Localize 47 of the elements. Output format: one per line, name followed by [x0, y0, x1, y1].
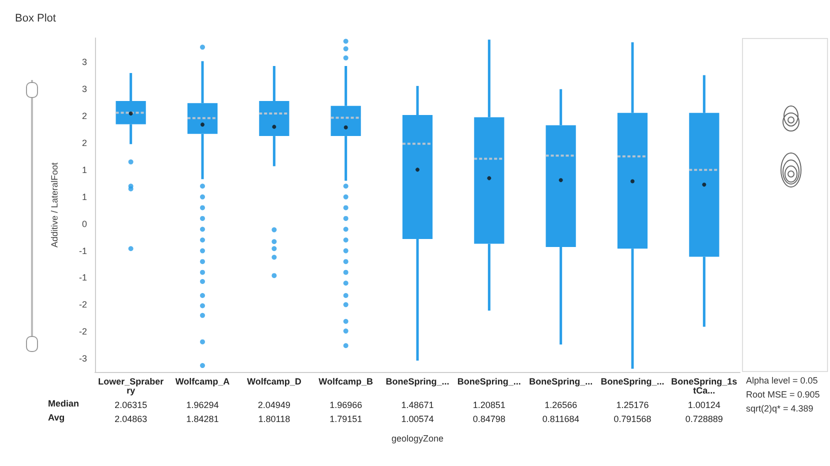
text: 1.00574 [401, 414, 434, 424]
y-tick-label: -2 [78, 300, 87, 310]
y-tick-label: -2 [78, 326, 87, 337]
text: 1.48671 [401, 400, 434, 410]
x-tick-label: BoneSpring_... [386, 376, 450, 386]
x-tick-label: Wolfcamp_A [175, 376, 230, 386]
text: 0.791568 [614, 414, 652, 424]
y-axis-title: Additive / LateralFoot [50, 162, 60, 248]
x-tick-label: BoneSpring_... [457, 376, 521, 386]
text: 1.26566 [544, 400, 578, 410]
x-tick-label: BoneSpring_... [600, 376, 664, 386]
text: 1.00124 [688, 400, 720, 410]
y-tick-label: -1 [78, 272, 87, 283]
chart-title: Box Plot [15, 12, 56, 24]
text: 2.04863 [114, 414, 148, 424]
text: 2.04949 [258, 400, 290, 410]
x-tick-label: Wolfcamp_D [246, 376, 302, 386]
text: 1.96294 [186, 400, 219, 410]
text: 0.84798 [472, 414, 506, 424]
text: 1.80118 [258, 414, 290, 424]
y-tick-label: 2 [82, 111, 87, 122]
y-tick-label: 1 [82, 192, 87, 202]
text: 0.811684 [542, 414, 580, 424]
text: Median [48, 398, 80, 408]
text: 2.06315 [114, 400, 148, 410]
text: Alpha level = 0.05 [746, 376, 818, 386]
x-tick-label: BoneSpring_1stCa... [671, 376, 738, 396]
text: sqrt(2)q* = 4.389 [746, 404, 814, 414]
y-tick-label: 3 [82, 84, 87, 94]
y-tick-label: -1 [78, 246, 87, 256]
x-tick-label: BoneSpring_... [529, 376, 593, 386]
text: 1.79151 [330, 414, 362, 424]
text: 1.20851 [472, 400, 506, 410]
text: 1.96966 [330, 400, 362, 410]
x-axis-title: geologyZone [391, 434, 444, 444]
text: Root MSE = 0.905 [746, 390, 820, 400]
x-tick-label: Wolfcamp_B [318, 376, 374, 386]
text: 0.728889 [685, 414, 723, 424]
y-tick-label: 0 [82, 218, 87, 229]
y-tick-label: 3 [82, 57, 87, 68]
y-tick-label: -3 [78, 354, 87, 364]
y-tick-label: 1 [82, 164, 87, 175]
x-tick-label: Lower_Spraberry [98, 376, 164, 396]
text: 1.25176 [616, 400, 649, 410]
y-tick-label: 2 [82, 138, 87, 148]
text: 1.84281 [186, 414, 219, 424]
text: Avg [48, 412, 65, 422]
